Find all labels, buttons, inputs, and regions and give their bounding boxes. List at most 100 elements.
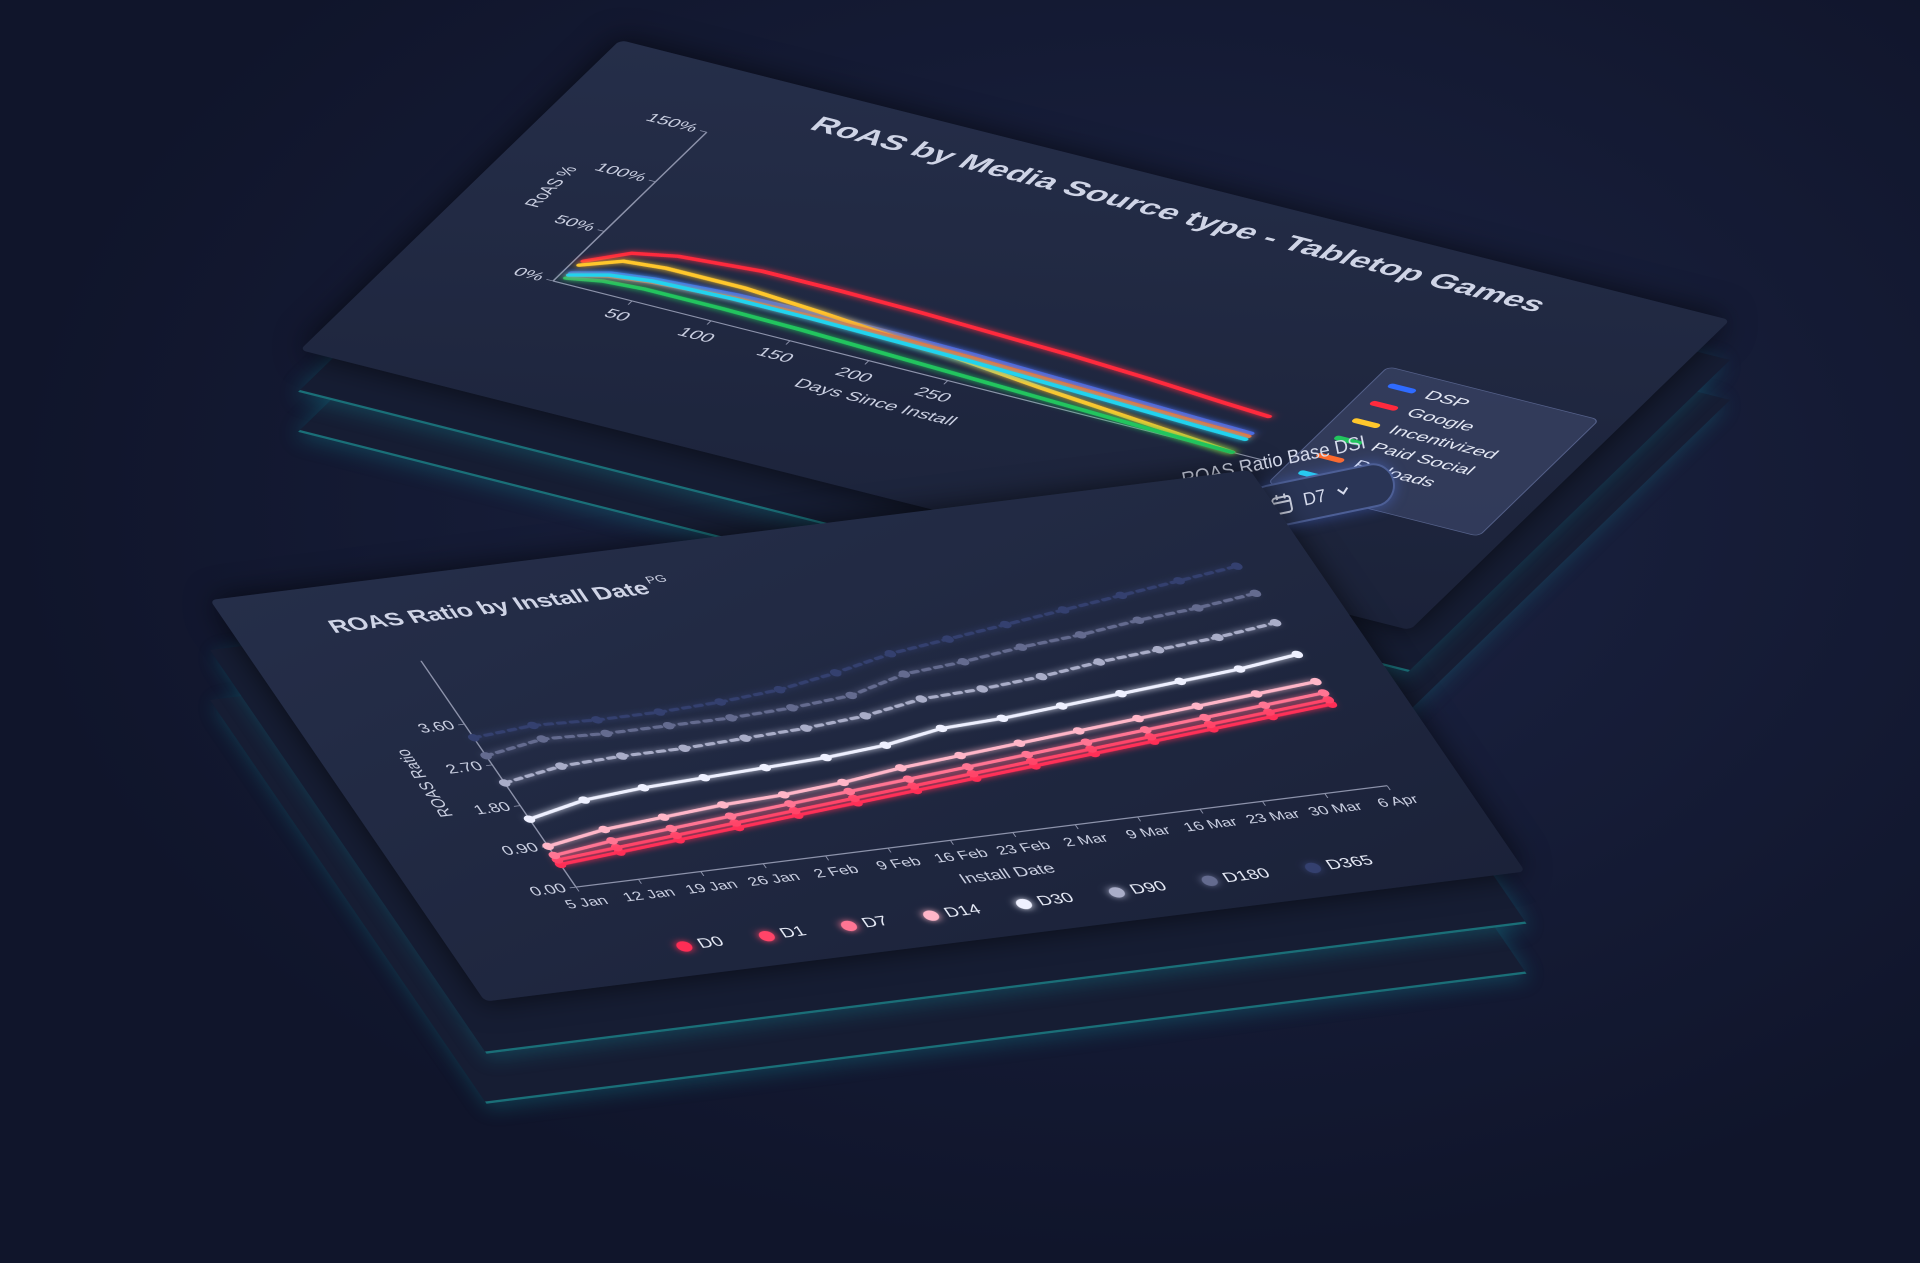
point bbox=[578, 796, 590, 804]
y-tick bbox=[597, 229, 605, 232]
point bbox=[698, 773, 711, 782]
x-tick bbox=[943, 380, 949, 385]
point bbox=[843, 787, 856, 796]
x-tick bbox=[637, 879, 642, 884]
y-tick-label: 1.80 bbox=[470, 800, 514, 818]
point bbox=[1310, 677, 1322, 686]
point bbox=[1258, 701, 1271, 709]
series-line bbox=[558, 702, 1334, 866]
point bbox=[1269, 619, 1282, 627]
x-tick bbox=[627, 300, 633, 305]
point bbox=[966, 769, 979, 778]
x-tick bbox=[1012, 832, 1017, 837]
y-tick-label: 100% bbox=[591, 160, 652, 184]
point bbox=[1203, 720, 1216, 729]
point bbox=[1173, 577, 1185, 585]
point bbox=[907, 782, 919, 790]
x-tick-label: 2 Feb bbox=[811, 863, 862, 881]
y-tick bbox=[485, 764, 493, 767]
x-tick bbox=[1199, 809, 1204, 814]
point bbox=[527, 721, 539, 730]
x-axis bbox=[552, 280, 1264, 461]
series-line bbox=[580, 251, 1273, 419]
x-tick bbox=[1386, 785, 1391, 791]
legend-marker bbox=[1304, 862, 1322, 874]
point bbox=[653, 708, 666, 716]
point bbox=[1191, 702, 1204, 710]
y-tick bbox=[569, 886, 577, 889]
x-tick bbox=[706, 320, 712, 325]
legend-swatch bbox=[1316, 453, 1345, 463]
point bbox=[498, 779, 511, 787]
point bbox=[1322, 695, 1335, 704]
point bbox=[591, 716, 603, 724]
series-line bbox=[471, 564, 1240, 740]
x-tick-label: 23 Mar bbox=[1243, 807, 1304, 826]
x-tick-label: 100 bbox=[673, 324, 719, 345]
point bbox=[1026, 757, 1038, 766]
legend-marker bbox=[1201, 875, 1218, 886]
point bbox=[1249, 589, 1262, 598]
point bbox=[1013, 739, 1026, 747]
point bbox=[800, 724, 812, 732]
series-line bbox=[568, 271, 1255, 436]
point bbox=[1115, 689, 1127, 698]
legend-label: D14 bbox=[940, 901, 985, 920]
series-line bbox=[527, 652, 1300, 821]
x-tick-label: 19 Jan bbox=[682, 878, 741, 897]
x-tick-label: 250 bbox=[910, 384, 956, 405]
point bbox=[1072, 727, 1085, 735]
y-tick-label: 0.90 bbox=[498, 840, 542, 858]
legend-label: D180 bbox=[1218, 865, 1273, 886]
x-tick bbox=[785, 340, 791, 345]
legend-label: D1 bbox=[776, 923, 810, 941]
point bbox=[1263, 708, 1275, 716]
point bbox=[902, 775, 915, 783]
series-line bbox=[483, 591, 1258, 758]
point bbox=[725, 714, 737, 722]
y-tick bbox=[546, 279, 554, 282]
y-axis-label: ROAS Ratio bbox=[392, 748, 458, 818]
legend-marker bbox=[676, 941, 693, 952]
y-tick-label: 0% bbox=[509, 264, 549, 283]
y-axis-label: RoAS % bbox=[519, 164, 582, 209]
point bbox=[600, 729, 613, 738]
y-tick bbox=[699, 130, 708, 133]
x-tick-label: 26 Jan bbox=[745, 870, 804, 889]
legend-label: D30 bbox=[1033, 889, 1078, 908]
point bbox=[523, 815, 536, 823]
point bbox=[942, 635, 954, 643]
point bbox=[996, 714, 1009, 723]
point bbox=[480, 752, 492, 760]
x-tick-label: 12 Jan bbox=[620, 886, 679, 905]
x-tick-label: 16 Feb bbox=[931, 846, 992, 865]
x-tick bbox=[825, 855, 830, 861]
x-tick bbox=[1324, 793, 1329, 798]
point bbox=[1074, 631, 1087, 639]
x-tick bbox=[575, 887, 580, 892]
x-tick-label: 23 Feb bbox=[993, 839, 1054, 858]
chevron bbox=[1337, 487, 1349, 495]
x-tick-label: 16 Mar bbox=[1181, 815, 1242, 834]
point bbox=[1174, 677, 1187, 686]
point bbox=[739, 734, 751, 742]
point bbox=[1000, 620, 1012, 629]
x-tick-label: 5 Jan bbox=[562, 894, 611, 912]
point bbox=[915, 695, 928, 703]
point bbox=[610, 843, 623, 852]
point bbox=[935, 724, 948, 733]
legend-marker bbox=[923, 910, 940, 921]
legend-marker bbox=[758, 930, 775, 942]
point bbox=[1152, 645, 1165, 654]
point bbox=[786, 704, 798, 712]
point bbox=[845, 691, 857, 700]
point bbox=[784, 800, 796, 808]
x-tick-label: 200 bbox=[831, 364, 877, 385]
x-tick bbox=[1137, 816, 1142, 822]
point bbox=[1144, 732, 1157, 741]
point bbox=[820, 753, 832, 762]
point bbox=[615, 752, 628, 760]
series-line bbox=[555, 698, 1331, 862]
